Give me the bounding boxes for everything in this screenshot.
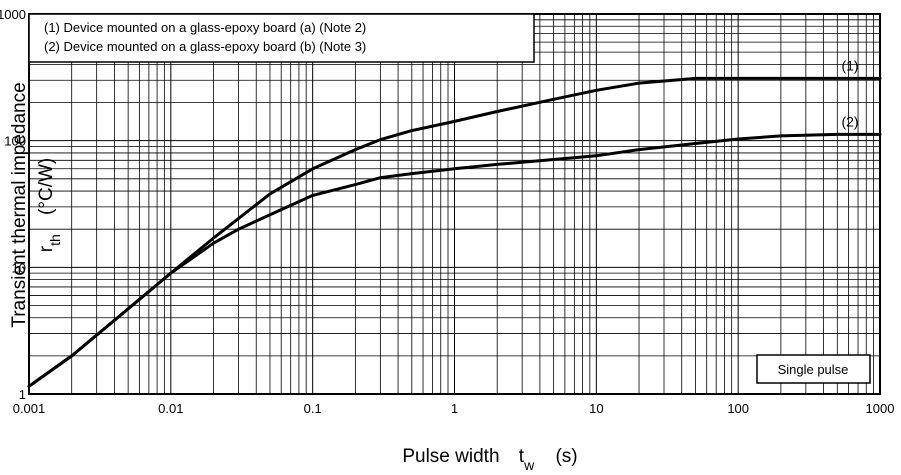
annotation-text: Single pulse	[778, 362, 849, 377]
x-axis-label: Pulse width tw (s)	[402, 446, 577, 470]
axis-ticks: 0.001 0.01 0.1 1 10 100 1000 1 10 100 1000	[0, 7, 894, 416]
x-tick-label: 0.001	[13, 401, 46, 416]
legend: (1) Device mounted on a glass-epoxy boar…	[28, 13, 535, 63]
series-label-2: (2)	[841, 113, 858, 129]
x-tick-label: 100	[727, 401, 749, 416]
series-group: (1) (2)	[27, 57, 882, 388]
annotation-box	[756, 354, 871, 384]
y-tick-label: 1	[19, 387, 26, 402]
x-axis-title: Pulse width tw (s)	[402, 446, 577, 473]
y-tick-label: 1000	[0, 7, 26, 22]
legend-entry-1: (1) Device mounted on a glass-epoxy boar…	[44, 20, 366, 35]
x-tick-label: 10	[589, 401, 603, 416]
x-tick-label: 1000	[866, 401, 895, 416]
legend-entry-2: (2) Device mounted on a glass-epoxy boar…	[44, 39, 366, 54]
y-tick-label: 100	[4, 134, 26, 149]
legend-box	[28, 13, 535, 63]
y-axis-symbol: rth (°C/W)	[36, 158, 63, 252]
y-axis-title: Transient thermal impedance rth (°C/W)	[9, 82, 63, 327]
x-tick-label: 0.01	[158, 401, 183, 416]
x-tick-label: 1	[451, 401, 458, 416]
y-axis-label: Transient thermal impedance	[9, 82, 30, 327]
x-tick-label: 0.1	[304, 401, 322, 416]
series-line-2	[27, 132, 882, 388]
grid	[28, 14, 880, 395]
single-pulse-annotation: Single pulse	[756, 354, 871, 384]
series-label-1: (1)	[841, 57, 858, 73]
y-tick-label: 10	[12, 260, 26, 275]
